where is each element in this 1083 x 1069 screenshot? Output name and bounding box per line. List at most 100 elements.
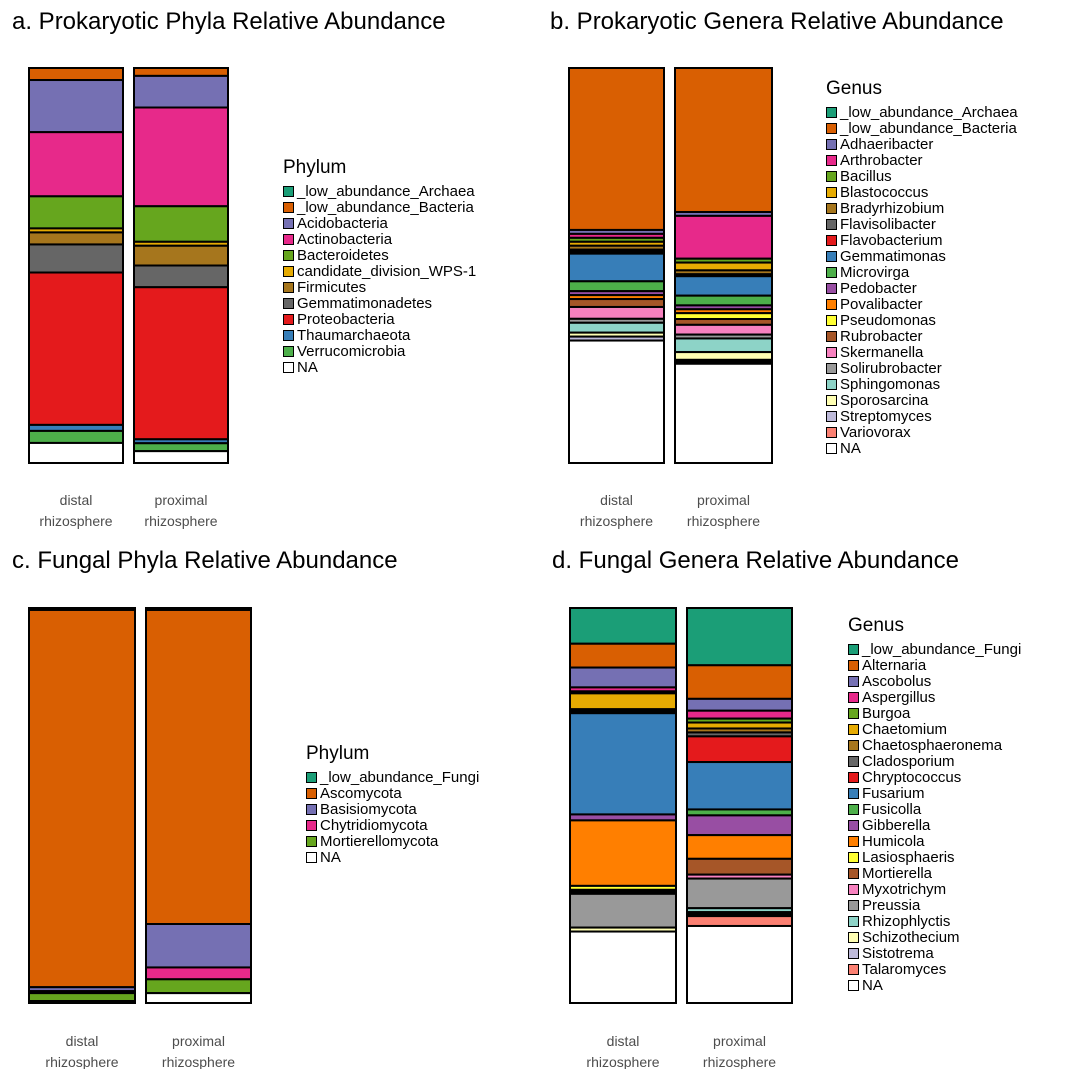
bar-segment-alternaria <box>686 664 793 700</box>
legend-label: Gibberella <box>862 816 931 834</box>
x-tick-label: distal rhizosphere <box>586 1033 659 1069</box>
legend-swatch <box>283 361 294 373</box>
legend-label: Fusicolla <box>862 800 922 818</box>
legend-label: Lasiosphaeris <box>862 848 955 866</box>
legend-item: Adhaeribacter <box>826 136 1018 153</box>
legend-swatch <box>826 362 837 374</box>
legend-swatch <box>826 234 837 246</box>
legend-item: Bradyrhizobium <box>826 200 1018 217</box>
x-tick-label: distal rhizosphere <box>45 1033 118 1069</box>
legend-label: Bacillus <box>840 167 892 185</box>
legend-swatch <box>826 282 837 294</box>
legend-swatch <box>826 138 837 150</box>
bar-segment-na <box>145 992 252 1004</box>
legend-label: NA <box>320 848 341 866</box>
legend-swatch <box>283 249 294 261</box>
legend-swatch <box>848 723 859 735</box>
stacked-bar-chart: distal rhizosphere proximal rhizosphere <box>28 67 229 529</box>
legend-swatch <box>283 297 294 309</box>
legend-swatch <box>848 867 859 879</box>
legend-label: Talaromyces <box>862 960 947 978</box>
legend-label: Preussia <box>862 896 921 914</box>
legend-swatch <box>826 218 837 230</box>
legend-item: Actinobacteria <box>283 231 476 248</box>
legend-item: Chaetosphaeronema <box>848 737 1021 754</box>
bar-segment-verrucomicrobia <box>133 442 229 453</box>
stacked-bar-chart: distal rhizosphere proximal rhizosphere <box>28 607 252 1069</box>
legend-label: Arthrobacter <box>840 151 923 169</box>
legend-item: Chytridiomycota <box>306 817 479 834</box>
legend-swatch <box>283 265 294 277</box>
legend: Genus _low_abundance_Fungi Alternaria Ascob… <box>848 615 1021 994</box>
legend-label: Bacteroidetes <box>297 246 389 264</box>
legend-title: Genus <box>826 78 882 99</box>
bar-segment-mortierellomycota <box>28 992 136 1003</box>
legend-item: candidate_division_WPS-1 <box>283 263 476 280</box>
bar-stack-proximal <box>686 607 793 1005</box>
legend-item: Myxotrichym <box>848 881 1021 898</box>
legend-item: _low_abundance_Archaea <box>826 104 1018 121</box>
legend-item: _low_abundance_Fungi <box>848 641 1021 658</box>
legend-swatch <box>306 835 317 847</box>
legend-item: Gemmatimonas <box>826 247 1018 265</box>
legend-swatch <box>826 154 837 166</box>
legend-item: Pedobacter <box>826 279 1018 297</box>
legend-swatch <box>848 851 859 863</box>
panel-a: a. Prokaryotic Phyla Relative Abundance … <box>0 0 540 535</box>
legend-label: Povalibacter <box>840 295 923 313</box>
legend-label: _low_abundance_Bacteria <box>840 119 1017 137</box>
bar-segment-actinobacteria <box>133 106 229 208</box>
legend-swatch <box>826 250 837 262</box>
legend-label: Alternaria <box>862 656 927 674</box>
legend-label: _low_abundance_Bacteria <box>297 198 474 216</box>
legend-label: Schizothecium <box>862 928 960 946</box>
legend-item: Lasiosphaeris <box>848 848 1021 866</box>
legend-swatch <box>848 835 859 847</box>
legend-swatch <box>848 947 859 959</box>
bar-segment-low-abundance-fungi <box>686 607 793 667</box>
legend-item: NA <box>848 977 1021 994</box>
legend-swatch <box>283 329 294 341</box>
legend-item: Verrucomicrobia <box>283 343 476 360</box>
legend-item: Solirubrobacter <box>826 360 1018 377</box>
legend-swatch <box>848 771 859 783</box>
bar-segment-low-abundance-fungi <box>569 607 677 645</box>
bar-segment-ascomycota <box>145 608 252 925</box>
bar-segment-low-abundance-bacteria <box>28 67 124 82</box>
bar-segment-firmicutes <box>28 231 124 246</box>
legend-item: Mortierellomycota <box>306 833 479 850</box>
bar-segment-na <box>569 930 677 1005</box>
x-tick-label: proximal rhizosphere <box>144 492 217 529</box>
legend-label: _low_abundance_Fungi <box>320 768 480 786</box>
legend-item: Flavobacterium <box>826 232 1018 249</box>
legend-label: _low_abundance_Archaea <box>297 182 475 200</box>
legend-label: Gemmatimonas <box>840 247 946 265</box>
legend-label: Basisiomycota <box>320 800 417 818</box>
chart-title: c. Fungal Phyla Relative Abundance <box>12 547 398 574</box>
legend-item: Variovorax <box>826 424 1018 441</box>
legend-item: Proteobacteria <box>283 310 476 328</box>
legend-label: Acidobacteria <box>297 214 388 232</box>
legend-swatch <box>826 426 837 438</box>
legend-item: Gibberella <box>848 816 1021 834</box>
bar-segment-actinobacteria <box>28 131 124 198</box>
legend-item: Blastococcus <box>826 184 1018 201</box>
legend-label: Fusarium <box>862 784 925 802</box>
chart-title: b. Prokaryotic Genera Relative Abundance <box>550 8 1004 35</box>
legend-item: NA <box>826 440 1018 457</box>
bar-stack-proximal <box>133 67 229 464</box>
bar-segment-gemmatimonas <box>568 252 665 283</box>
legend-item: Alternaria <box>848 656 1021 674</box>
legend-swatch <box>848 659 859 671</box>
legend-label: Pedobacter <box>840 279 917 297</box>
legend-swatch <box>848 915 859 927</box>
legend-item: Povalibacter <box>826 295 1018 313</box>
legend-swatch <box>848 691 859 703</box>
legend-label: Proteobacteria <box>297 310 395 328</box>
stacked-bar-chart: distal rhizosphere proximal rhizosphere <box>569 607 793 1069</box>
chart-title: a. Prokaryotic Phyla Relative Abundance <box>12 8 446 35</box>
legend-item: Burgoa <box>848 705 1021 722</box>
bar-segment-bacteroidetes <box>28 195 124 230</box>
legend-label: Rhizophlyctis <box>862 912 951 930</box>
legend-item: Aspergillus <box>848 689 1021 706</box>
